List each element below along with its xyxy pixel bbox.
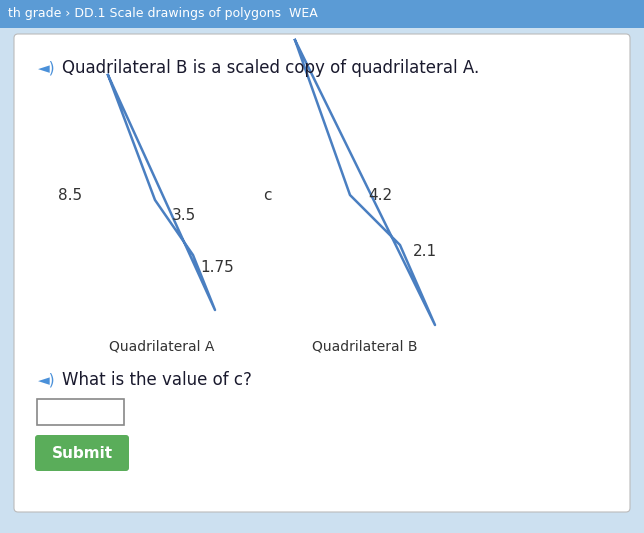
Text: What is the value of c?: What is the value of c?	[62, 371, 252, 389]
FancyBboxPatch shape	[0, 0, 644, 28]
FancyBboxPatch shape	[35, 435, 129, 471]
Text: ◄): ◄)	[38, 373, 55, 387]
Text: Quadrilateral B: Quadrilateral B	[312, 340, 418, 354]
Text: Quadrilateral A: Quadrilateral A	[109, 340, 214, 354]
Text: 4.2: 4.2	[368, 188, 392, 203]
Text: Quadrilateral B is a scaled copy of quadrilateral A.: Quadrilateral B is a scaled copy of quad…	[62, 59, 479, 77]
Text: c: c	[263, 188, 272, 203]
Text: ◄): ◄)	[38, 61, 55, 76]
Text: 1.75: 1.75	[200, 261, 234, 276]
Text: 2.1: 2.1	[413, 245, 437, 260]
Text: Submit: Submit	[52, 446, 113, 461]
Text: th grade › DD.1 Scale drawings of polygons  WEA: th grade › DD.1 Scale drawings of polygo…	[8, 7, 317, 20]
FancyBboxPatch shape	[37, 399, 124, 425]
FancyBboxPatch shape	[14, 34, 630, 512]
Text: 8.5: 8.5	[58, 188, 82, 203]
Text: 3.5: 3.5	[172, 207, 196, 222]
